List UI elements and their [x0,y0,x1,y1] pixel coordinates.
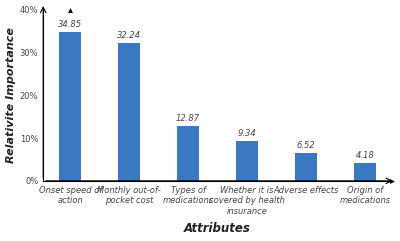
X-axis label: Attributes: Attributes [184,222,251,235]
Text: 32.24: 32.24 [117,31,141,40]
Bar [354,163,376,181]
Text: 6.52: 6.52 [297,141,315,150]
Bar [295,153,317,181]
Bar [236,141,258,181]
Text: 34.85: 34.85 [58,20,82,29]
Bar [177,126,199,181]
Bar [59,32,82,181]
Y-axis label: Relativite Importance: Relativite Importance [6,27,16,163]
Text: 9.34: 9.34 [238,129,256,138]
Text: 12.87: 12.87 [176,114,200,123]
Bar [118,43,140,181]
Text: 4.18: 4.18 [356,151,374,160]
